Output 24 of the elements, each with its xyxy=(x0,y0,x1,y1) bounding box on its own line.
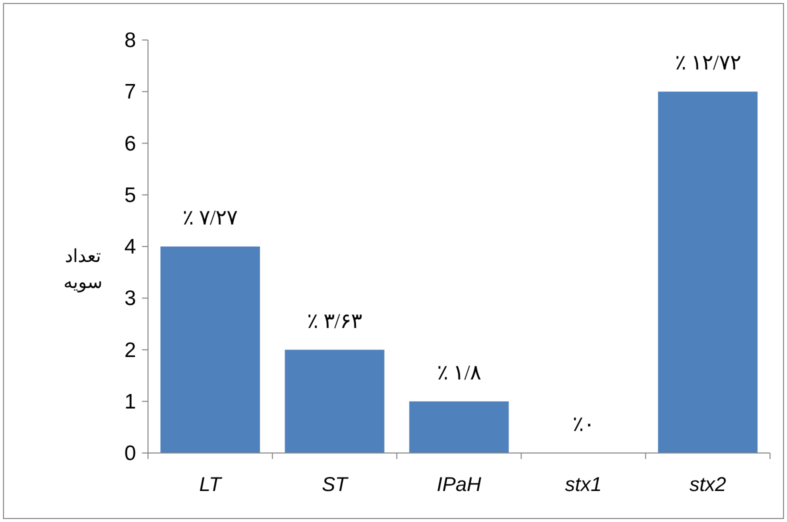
y-tick-label: 1 xyxy=(124,390,136,414)
y-tick-label: 0 xyxy=(124,442,136,465)
bar xyxy=(160,246,260,453)
y-tick-label: 4 xyxy=(124,236,136,258)
data-label: ٪۰ xyxy=(572,412,594,436)
y-axis-title: تعداد سویه xyxy=(63,246,103,293)
x-tick-label: stx2 xyxy=(689,474,726,496)
y-tick-label: 2 xyxy=(124,338,136,362)
data-label: ٪ ۱/۸ xyxy=(436,360,482,384)
x-tick-label: stx1 xyxy=(565,474,602,496)
bar xyxy=(284,350,384,453)
y-tick-label: 7 xyxy=(124,80,136,104)
data-label: ٪ ۳/۶۳ xyxy=(307,308,362,333)
data-label: ٪ ۱۲/۷۲ xyxy=(674,50,741,75)
data-label: ٪ ۷/۲۷ xyxy=(182,206,238,230)
x-tick-label: LT xyxy=(199,474,223,496)
bar xyxy=(658,92,758,453)
y-tick-label: 6 xyxy=(124,132,136,156)
x-tick-label: ST xyxy=(322,474,350,496)
y-tick-label: 8 xyxy=(124,29,136,52)
x-tick-label: IPaH xyxy=(436,474,482,496)
bar xyxy=(409,401,509,453)
y-tick-label: 5 xyxy=(124,184,136,207)
y-tick-label: 3 xyxy=(124,287,136,310)
